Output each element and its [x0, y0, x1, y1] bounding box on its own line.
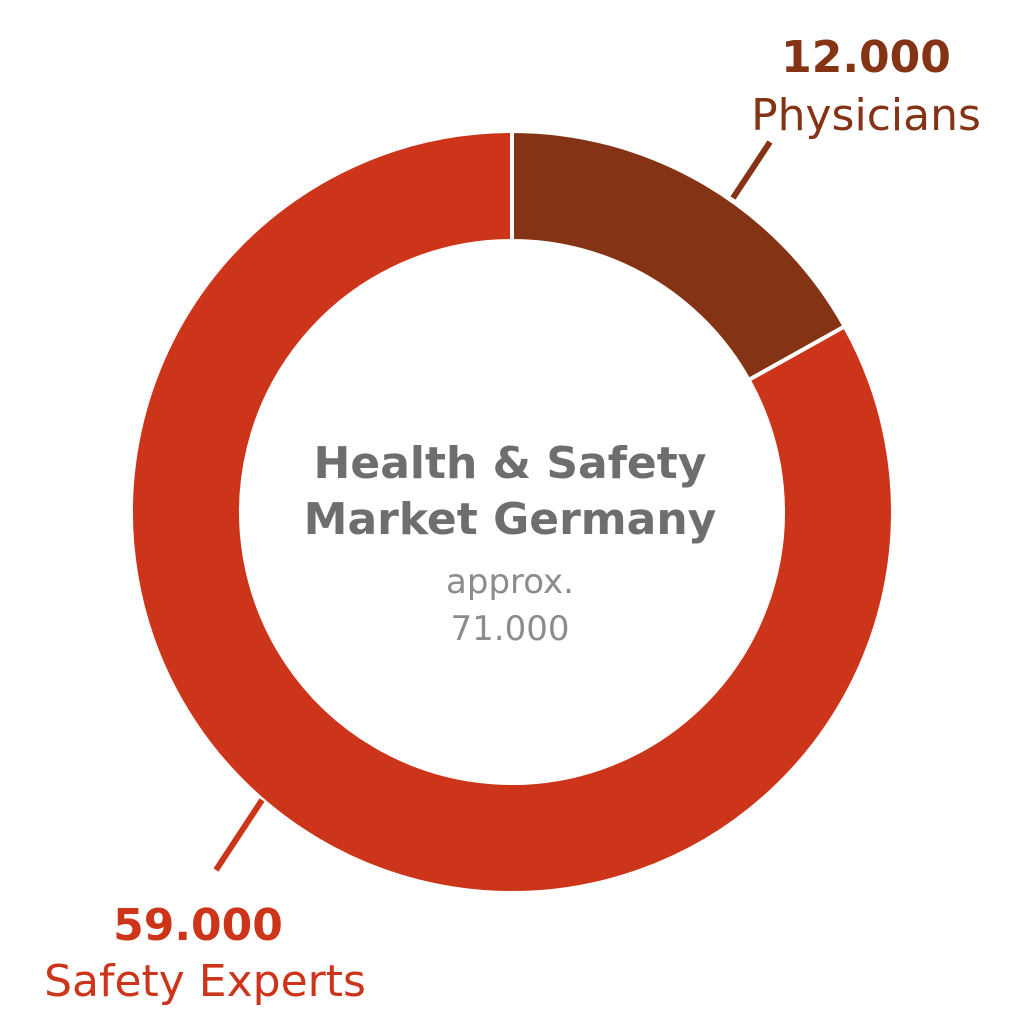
physicians-value-label: 12.000	[781, 32, 951, 83]
safety-experts-name-label: Safety Experts	[44, 956, 366, 1007]
chart-title-line-1: Health & Safety	[314, 438, 707, 489]
chart-total-value: 71.000	[451, 609, 570, 649]
leader-lines	[213, 140, 773, 872]
physicians-name-label: Physicians	[751, 90, 981, 141]
physicians-leader-line	[730, 140, 773, 200]
safety-experts-value-label: 59.000	[113, 900, 283, 951]
slice-safety-experts	[129, 128, 895, 895]
chart-title-line-2: Market Germany	[304, 494, 717, 545]
donut-slices	[129, 128, 895, 895]
chart-subtitle-line-1: approx.	[446, 562, 574, 602]
slice-physicians	[510, 128, 848, 383]
safety-experts-leader-line	[213, 798, 265, 872]
